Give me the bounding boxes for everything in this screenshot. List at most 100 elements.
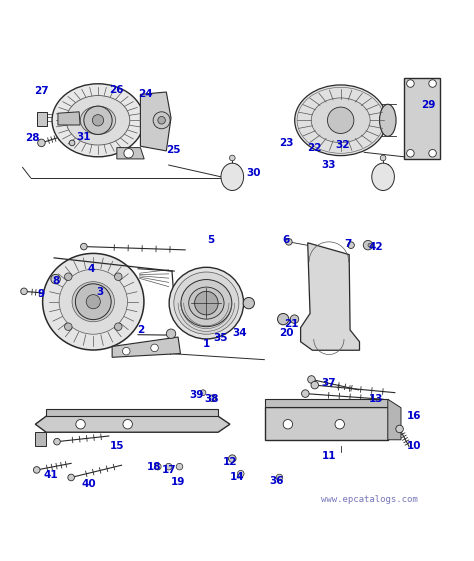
Text: 32: 32 [336,140,350,150]
Circle shape [243,297,255,309]
Circle shape [335,420,345,429]
Ellipse shape [80,106,116,135]
Circle shape [380,155,386,161]
Ellipse shape [295,85,387,155]
Circle shape [64,323,72,330]
Circle shape [277,314,289,325]
Text: 41: 41 [44,470,58,480]
Ellipse shape [169,267,244,339]
Circle shape [407,149,414,157]
Text: 20: 20 [279,328,294,338]
Circle shape [37,139,45,146]
Polygon shape [404,78,439,159]
Text: 12: 12 [223,457,237,467]
Circle shape [158,117,165,124]
Circle shape [153,112,170,129]
Ellipse shape [189,287,224,319]
Text: 2: 2 [137,325,144,335]
Polygon shape [301,243,359,350]
Polygon shape [36,416,230,432]
Text: 21: 21 [284,319,299,329]
Ellipse shape [52,84,144,157]
Text: 26: 26 [109,85,124,95]
Circle shape [285,238,292,245]
Circle shape [68,474,74,481]
Circle shape [92,114,104,126]
Text: 11: 11 [322,451,336,461]
Text: 1: 1 [203,339,210,349]
Text: 35: 35 [213,333,228,343]
Text: 39: 39 [190,389,204,399]
Circle shape [84,106,112,135]
Circle shape [76,420,85,429]
Polygon shape [112,337,181,357]
Circle shape [276,474,283,481]
Text: 9: 9 [38,289,45,298]
Text: 19: 19 [171,477,185,487]
Text: 33: 33 [322,160,336,170]
Circle shape [301,390,309,397]
Circle shape [81,243,87,250]
Circle shape [51,274,60,284]
Text: 16: 16 [407,411,421,421]
Circle shape [69,140,75,146]
Text: 42: 42 [369,242,383,251]
Text: 28: 28 [25,133,39,143]
Text: 27: 27 [34,86,49,96]
Circle shape [368,243,372,247]
Circle shape [151,344,158,352]
Text: 34: 34 [232,328,246,338]
Text: 18: 18 [147,462,162,472]
Circle shape [311,381,319,389]
Ellipse shape [174,272,239,334]
Circle shape [75,284,111,320]
Ellipse shape [43,254,144,350]
Ellipse shape [372,163,394,191]
Circle shape [229,155,235,161]
Text: 31: 31 [77,132,91,142]
Polygon shape [265,399,388,407]
Text: 8: 8 [52,277,59,287]
Circle shape [115,273,122,280]
Polygon shape [388,399,401,440]
Circle shape [348,242,355,249]
Text: 15: 15 [109,442,124,452]
Text: 7: 7 [344,239,351,249]
Ellipse shape [59,269,128,334]
Text: 4: 4 [87,264,95,274]
Circle shape [429,149,437,157]
Circle shape [290,315,299,323]
Text: 13: 13 [369,394,383,404]
Circle shape [176,463,183,470]
Circle shape [228,455,236,462]
Text: 14: 14 [230,472,244,482]
Text: 37: 37 [321,378,336,388]
Ellipse shape [380,104,396,136]
Circle shape [122,347,130,355]
Circle shape [237,471,244,477]
Circle shape [209,395,216,402]
Text: 38: 38 [204,394,219,404]
Circle shape [165,463,172,470]
Text: 40: 40 [81,479,96,489]
Circle shape [115,323,122,330]
Circle shape [429,80,437,88]
Polygon shape [36,432,46,447]
Text: 6: 6 [283,236,290,246]
Circle shape [328,107,354,134]
Polygon shape [265,407,388,440]
Text: 5: 5 [208,236,215,246]
Text: 23: 23 [279,138,294,148]
Text: 17: 17 [161,465,176,475]
Circle shape [308,376,315,383]
Text: 10: 10 [407,442,421,452]
Circle shape [124,149,133,158]
Text: 29: 29 [420,100,435,110]
Ellipse shape [221,163,244,191]
Text: www.epcatalogs.com: www.epcatalogs.com [320,495,417,504]
Polygon shape [58,112,80,125]
Polygon shape [36,112,47,126]
Ellipse shape [311,98,370,142]
Ellipse shape [66,95,130,145]
Polygon shape [117,148,144,159]
